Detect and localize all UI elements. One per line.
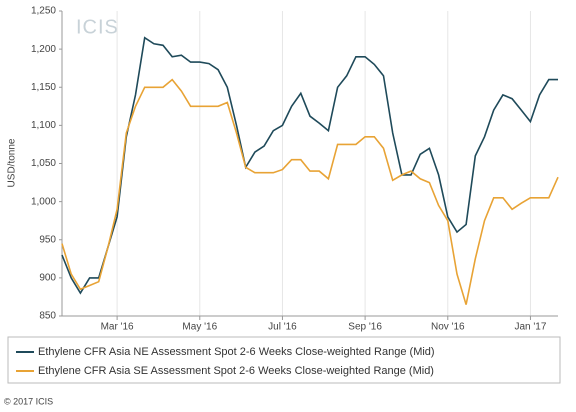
x-tick-label: Mar '16 (101, 322, 134, 333)
legend-box (7, 336, 561, 384)
y-tick-label: 1,200 (31, 44, 56, 55)
legend-label: Ethylene CFR Asia NE Assessment Spot 2-6… (38, 346, 435, 358)
x-tick-label: Jan '17 (514, 322, 546, 333)
watermark: ICIS (76, 16, 119, 38)
x-tick-label: Jul '16 (268, 322, 297, 333)
y-tick-label: 850 (39, 311, 56, 322)
y-tick-label: 1,150 (31, 82, 56, 93)
y-tick-label: 950 (39, 234, 56, 245)
series-line (61, 78, 559, 305)
y-tick-label: 1,250 (31, 6, 56, 17)
footer: © 2017 ICIS (4, 396, 53, 406)
y-tick-label: 1,100 (31, 120, 56, 131)
x-tick-label: Nov '16 (431, 322, 465, 333)
legend-label: Ethylene CFR Asia SE Assessment Spot 2-6… (38, 365, 434, 377)
y-tick-label: 1,000 (31, 196, 56, 207)
y-tick-label: 900 (39, 273, 56, 284)
y-tick-label: 1,050 (31, 158, 56, 169)
x-tick-label: May '16 (182, 322, 217, 333)
series-line (61, 36, 558, 295)
y-axis-label: USD/tonne (7, 138, 18, 187)
x-tick-label: Sep '16 (348, 322, 382, 333)
